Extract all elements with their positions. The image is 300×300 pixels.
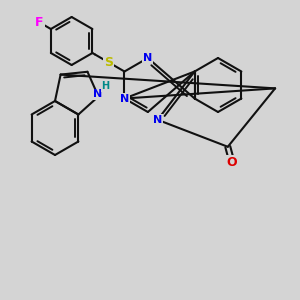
Text: O: O xyxy=(226,156,237,169)
Text: S: S xyxy=(104,56,113,69)
Text: F: F xyxy=(35,16,44,29)
Text: H: H xyxy=(101,81,110,92)
Text: N: N xyxy=(143,53,152,63)
Text: N: N xyxy=(120,94,129,103)
Text: N: N xyxy=(153,115,162,125)
Text: N: N xyxy=(93,89,102,99)
